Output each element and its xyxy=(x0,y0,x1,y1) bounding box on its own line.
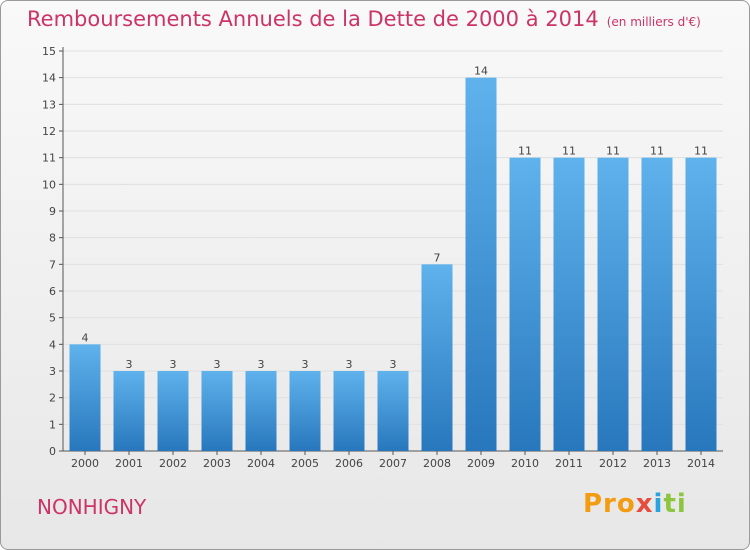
value-label-2009: 14 xyxy=(474,65,488,78)
bar-2014 xyxy=(685,157,717,451)
value-label-2012: 11 xyxy=(606,145,620,158)
x-tick-label-2002: 2002 xyxy=(159,457,187,470)
y-tick-label: 11 xyxy=(42,152,56,165)
proxiti-logo: Proxiti xyxy=(583,489,687,519)
x-tick-label-2008: 2008 xyxy=(423,457,451,470)
logo-part-1: Pro xyxy=(583,489,636,519)
bar-2007 xyxy=(377,371,409,451)
value-label-2014: 11 xyxy=(694,145,708,158)
bars xyxy=(69,77,717,452)
logo-part-2: x xyxy=(635,489,654,519)
value-label-2006: 3 xyxy=(346,358,353,371)
x-tick-label-2005: 2005 xyxy=(291,457,319,470)
value-label-2004: 3 xyxy=(258,358,265,371)
value-label-2013: 11 xyxy=(650,145,664,158)
x-tick-label-2003: 2003 xyxy=(203,457,231,470)
value-label-2001: 3 xyxy=(126,358,133,371)
y-tick-label: 8 xyxy=(49,232,56,245)
chart-subtitle: (en milliers d'€) xyxy=(606,15,701,29)
value-label-2002: 3 xyxy=(170,358,177,371)
y-tick-label: 13 xyxy=(42,98,56,111)
x-tick-label-2006: 2006 xyxy=(335,457,363,470)
x-tick-label-2014: 2014 xyxy=(687,457,715,470)
bar-2006 xyxy=(333,371,365,451)
y-tick-label: 3 xyxy=(49,365,56,378)
x-tick-label-2010: 2010 xyxy=(511,457,539,470)
y-tick-label: 5 xyxy=(49,312,56,325)
bar-2002 xyxy=(157,371,189,451)
bar-2013 xyxy=(641,157,673,451)
bar-2011 xyxy=(553,157,585,451)
y-tick-label: 2 xyxy=(49,392,56,405)
chart-title: Remboursements Annuels de la Dette de 20… xyxy=(27,7,701,31)
labels: 0123456789101112131415420003200132002320… xyxy=(42,45,715,470)
chart-title-text: Remboursements Annuels de la Dette de 20… xyxy=(27,7,599,31)
bar-2005 xyxy=(289,371,321,451)
value-label-2005: 3 xyxy=(302,358,309,371)
y-tick-label: 4 xyxy=(49,338,56,351)
y-tick-label: 15 xyxy=(42,45,56,58)
x-tick-label-2013: 2013 xyxy=(643,457,671,470)
value-label-2000: 4 xyxy=(82,331,89,344)
x-tick-label-2011: 2011 xyxy=(555,457,583,470)
value-label-2010: 11 xyxy=(518,145,532,158)
y-tick-label: 14 xyxy=(42,72,56,85)
bar-2000 xyxy=(69,344,101,451)
commune-name: NONHIGNY xyxy=(37,495,147,519)
logo-part-4: ti xyxy=(663,489,687,519)
bar-2012 xyxy=(597,157,629,451)
y-tick-label: 1 xyxy=(49,418,56,431)
bar-2010 xyxy=(509,157,541,451)
logo-part-3: i xyxy=(653,489,664,519)
bar-2009 xyxy=(465,77,497,452)
value-label-2003: 3 xyxy=(214,358,221,371)
value-label-2011: 11 xyxy=(562,145,576,158)
y-tick-label: 6 xyxy=(49,285,56,298)
x-tick-label-2007: 2007 xyxy=(379,457,407,470)
bar-2003 xyxy=(201,371,233,451)
x-tick-label-2004: 2004 xyxy=(247,457,275,470)
y-tick-label: 12 xyxy=(42,125,56,138)
x-tick-label-2000: 2000 xyxy=(71,457,99,470)
bar-2001 xyxy=(113,371,145,451)
y-tick-label: 7 xyxy=(49,258,56,271)
x-tick-label-2009: 2009 xyxy=(467,457,495,470)
bar-2004 xyxy=(245,371,277,451)
x-tick-label-2001: 2001 xyxy=(115,457,143,470)
value-label-2008: 7 xyxy=(434,251,441,264)
value-label-2007: 3 xyxy=(390,358,397,371)
x-tick-label-2012: 2012 xyxy=(599,457,627,470)
y-tick-label: 10 xyxy=(42,178,56,191)
bar-2008 xyxy=(421,264,453,451)
y-tick-label: 9 xyxy=(49,205,56,218)
y-tick-label: 0 xyxy=(49,445,56,458)
